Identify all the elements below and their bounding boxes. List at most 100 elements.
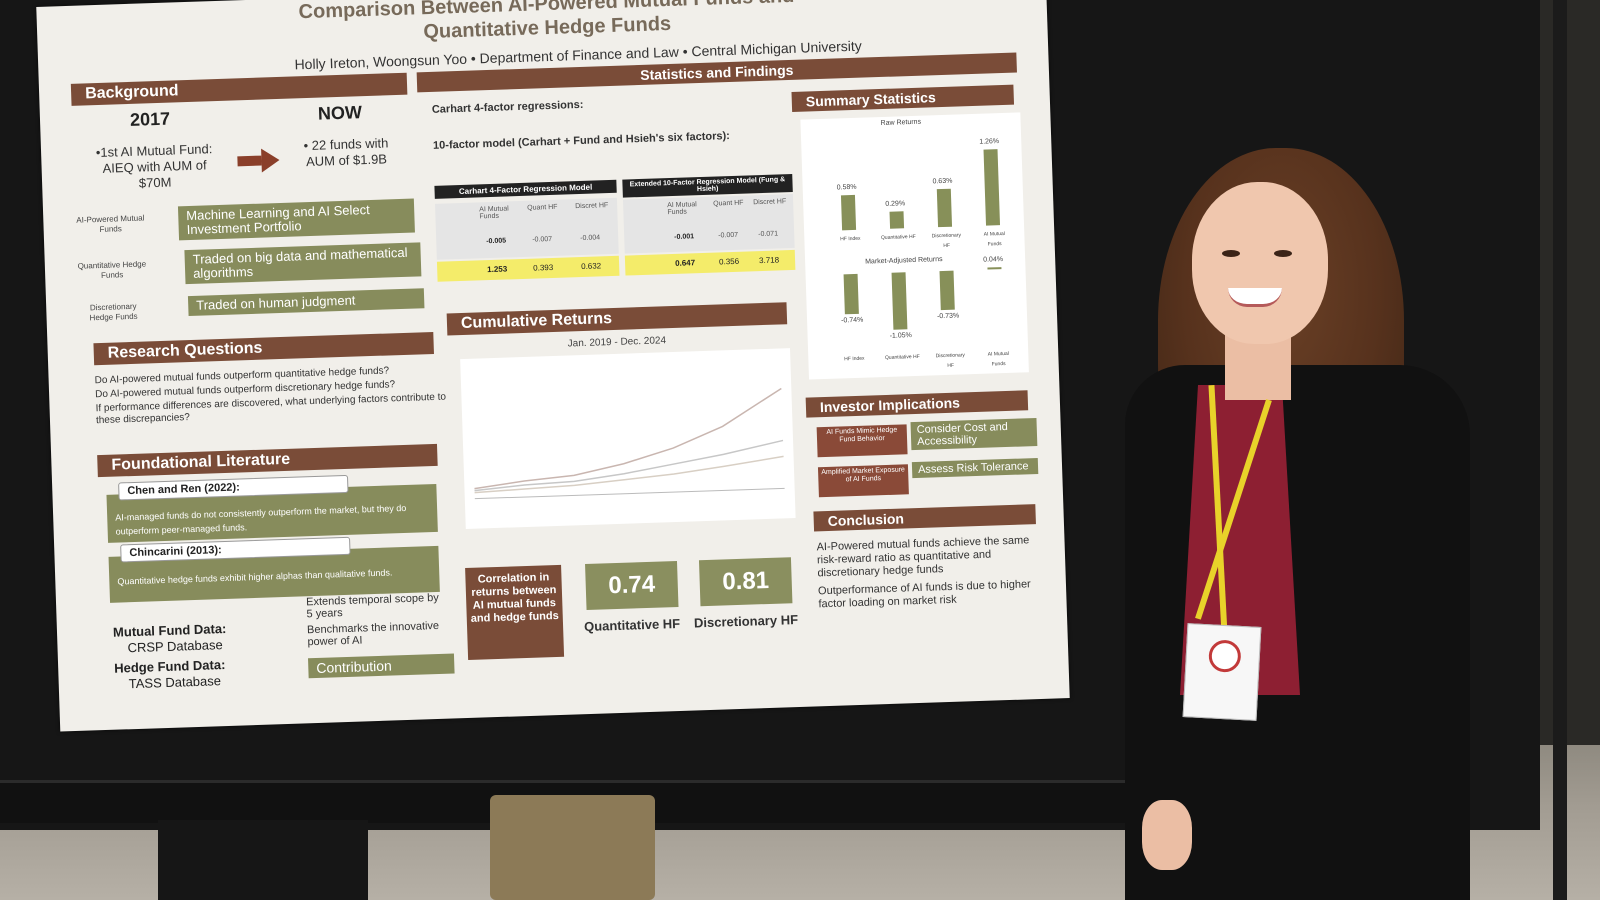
corr-quant-label: Quantitative HF	[583, 615, 681, 635]
background-heading: Background	[70, 72, 408, 106]
table1-col-2: Quant HF	[527, 203, 558, 212]
market-return-bar	[891, 272, 908, 330]
table2-beta-3: 3.718	[758, 255, 780, 266]
table2-alpha-1: -0.001	[674, 233, 695, 241]
summary-chart: Raw Returns Market-Adjusted Returns 0.58…	[800, 112, 1029, 380]
implication-box-1: AI Funds Mimic Hedge Fund Behavior	[816, 424, 908, 458]
market-category-label: HF Index	[844, 355, 865, 363]
cumulative-range: Jan. 2019 - Dec. 2024	[567, 335, 667, 350]
contribution-point-1: Extends temporal scope by 5 years	[305, 591, 439, 621]
implication-arrow-2: Assess Risk Tolerance	[911, 457, 1039, 479]
raw-return-bar	[983, 149, 1001, 226]
row-text-quant: Traded on big data and mathematical algo…	[184, 242, 422, 285]
summary-heading: Summary Statistics	[791, 84, 1015, 112]
corr-discret-label: Discretionary HF	[693, 612, 799, 631]
cumulative-line-quant	[474, 439, 784, 492]
table2-alpha-3: -0.071	[758, 230, 779, 239]
contribution-label: Contribution	[308, 653, 455, 679]
market-return-label: 0.04%	[983, 255, 1004, 264]
conclusion-point-2: Outperformance of AI funds is due to hig…	[817, 578, 1031, 611]
raw-return-label: 0.58%	[836, 184, 857, 192]
table2-body: AI Mutual Funds Quant HF Discret HF -0.0…	[622, 193, 795, 254]
market-category-label: Discretionary HF	[935, 352, 966, 369]
literature-heading: Foundational Literature	[97, 443, 438, 478]
raw-return-label: 0.63%	[932, 177, 953, 186]
conclusion-heading: Conclusion	[813, 504, 1036, 532]
raw-category-label: Discretionary HF	[931, 232, 962, 249]
presenter-hand	[1142, 800, 1192, 870]
cumulative-returns-chart	[460, 348, 796, 529]
implication-arrow-1: Consider Cost and Accessibility	[910, 418, 1038, 451]
presenter-smile	[1228, 288, 1282, 307]
then-text: •1st AI Mutual Fund: AIEQ with AUM of $7…	[95, 141, 213, 191]
background-person-legs	[158, 820, 368, 900]
badge-logo-icon	[1208, 639, 1242, 673]
row-text-ai: Machine Learning and AI Select Investmen…	[177, 198, 415, 241]
market-return-label: -0.73%	[936, 312, 960, 321]
metal-pole	[1553, 0, 1567, 900]
raw-category-label: Quantitative HF	[880, 233, 916, 242]
table1-beta-1: 1.253	[487, 264, 508, 275]
raw-return-label: 0.29%	[885, 199, 906, 208]
raw-category-label: AI Mutual Funds	[983, 230, 1005, 248]
research-poster: Comparison Between AI-Powered Mutual Fun…	[36, 0, 1070, 732]
table2-beta-2: 0.356	[718, 256, 740, 267]
implications-heading: Investor Implications	[805, 390, 1029, 418]
research-heading: Research Questions	[93, 331, 434, 366]
table1-body: AI Mutual Funds Quant HF Discret HF -0.0…	[435, 197, 619, 260]
market-returns-title: Market-Adjusted Returns	[865, 256, 943, 266]
market-return-bar	[939, 270, 955, 311]
table1-col-1: AI Mutual Funds	[479, 205, 509, 221]
correlation-label: Correlation in returns between AI mutual…	[465, 564, 565, 660]
arrow-right-icon	[261, 147, 280, 173]
hedge-fund-source: TASS Database	[128, 673, 222, 692]
raw-return-bar	[936, 188, 953, 228]
table1-beta-2: 0.393	[533, 262, 554, 273]
year-then: 2017	[129, 108, 171, 130]
raw-return-bar	[889, 210, 905, 229]
table2-beta-row: 0.647 0.356 3.718	[624, 249, 796, 276]
presenter-face	[1192, 182, 1328, 344]
carhart-label: Carhart 4-factor regressions:	[431, 98, 584, 116]
raw-return-label: 1.26%	[979, 138, 1000, 147]
background-person-khakis	[490, 795, 655, 900]
table2-col-3: Discret HF	[753, 198, 787, 207]
year-now: NOW	[317, 102, 363, 124]
market-return-bar	[843, 273, 859, 315]
table2-alpha-2: -0.007	[718, 231, 739, 240]
contribution-point-2: Benchmarks the innovative power of AI	[306, 619, 440, 649]
mutual-fund-source: CRSP Database	[127, 637, 223, 656]
raw-return-bar	[840, 195, 857, 231]
cumulative-heading: Cumulative Returns	[446, 302, 788, 336]
table2-col-2: Quant HF	[713, 199, 744, 208]
corr-quant-value: 0.74	[585, 561, 679, 611]
name-badge	[1182, 623, 1262, 721]
market-return-label: -0.74%	[840, 316, 864, 325]
market-return-bar	[987, 266, 1002, 270]
table1-beta-3: 0.632	[581, 261, 602, 272]
table1-alpha-1: -0.005	[486, 237, 507, 246]
cumulative-line-ai	[474, 387, 782, 490]
row-label-ai: AI-Powered Mutual Funds	[76, 213, 145, 234]
market-category-label: AI Mutual Funds	[987, 350, 1009, 368]
row-label-discret: Discretionary Hedge Funds	[89, 301, 138, 323]
raw-category-label: HF Index	[840, 235, 861, 243]
presenter-left-eye	[1222, 250, 1240, 257]
arrow-icon-bar	[237, 155, 262, 167]
table1-beta-row: 1.253 0.393 0.632	[436, 255, 620, 282]
corr-discret-value: 0.81	[698, 557, 793, 607]
raw-returns-title: Raw Returns	[880, 118, 922, 128]
presenter-right-eye	[1274, 250, 1292, 257]
table1-title: Carhart 4-Factor Regression Model	[434, 179, 617, 199]
table1-alpha-2: -0.007	[532, 235, 553, 244]
cumulative-line-index	[474, 455, 784, 494]
row-text-discret: Traded on human judgment	[187, 288, 425, 317]
table2-col-1: AI Mutual Funds	[667, 201, 697, 217]
implication-box-2: Amplified Market Exposure of AI Funds	[817, 464, 909, 498]
table2-beta-1: 0.647	[674, 258, 696, 268]
table1-alpha-3: -0.004	[580, 234, 601, 243]
row-label-quant: Quantitative Hedge Funds	[77, 259, 147, 280]
market-return-label: -1.05%	[889, 331, 912, 340]
market-category-label: Quantitative HF	[884, 353, 920, 361]
table1-col-3: Discret HF	[575, 202, 609, 211]
